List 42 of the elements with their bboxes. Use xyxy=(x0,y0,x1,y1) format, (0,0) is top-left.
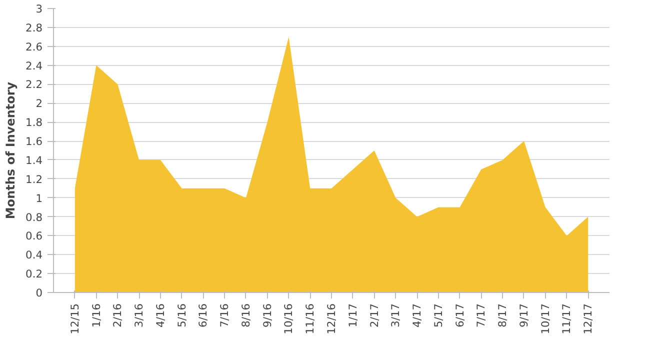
x-tick-label: 3/16 xyxy=(132,303,146,328)
x-tick-label: 8/16 xyxy=(239,303,252,328)
y-tick-label: 2.2 xyxy=(26,78,43,92)
x-tick-label: 7/16 xyxy=(218,303,232,328)
y-tick-label: 2 xyxy=(36,97,42,110)
x-tick-label: 4/17 xyxy=(410,303,424,328)
y-tick-label: 0.6 xyxy=(26,230,43,243)
x-tick-label: 12/17 xyxy=(582,303,595,334)
y-tick-label: 1.6 xyxy=(26,135,43,148)
y-tick-label: 1.4 xyxy=(26,154,43,167)
y-tick-label: 0.8 xyxy=(26,210,43,224)
x-tick-label: 1/16 xyxy=(90,303,103,328)
x-tick-label: 5/16 xyxy=(175,303,188,328)
x-tick-label: 3/17 xyxy=(389,303,402,328)
x-tick-label: 6/17 xyxy=(453,303,466,328)
y-tick-label: 2.8 xyxy=(26,21,43,34)
x-tick-label: 10/17 xyxy=(538,303,552,334)
x-tick-label: 1/17 xyxy=(346,303,360,328)
x-tick-label: 6/16 xyxy=(196,303,210,328)
x-tick-label: 12/16 xyxy=(325,303,338,334)
y-tick-label: 1.2 xyxy=(26,172,43,186)
x-tick-label: 9/16 xyxy=(260,303,274,328)
x-tick-label: 7/17 xyxy=(474,303,488,328)
y-tick-label: 2.4 xyxy=(26,59,43,72)
x-tick-label: 2/17 xyxy=(368,303,381,328)
x-tick-label: 4/16 xyxy=(154,303,167,328)
x-tick-label: 10/16 xyxy=(282,303,296,334)
y-tick-label: 1 xyxy=(36,192,42,205)
x-tick-label: 12/15 xyxy=(68,303,82,334)
x-tick-label: 11/16 xyxy=(304,303,317,334)
x-tick-label: 8/17 xyxy=(496,303,510,328)
y-tick-label: 1.8 xyxy=(26,116,43,130)
x-tick-label: 5/17 xyxy=(432,303,445,328)
y-axis-title: Months of Inventory xyxy=(4,82,18,220)
x-tick-label: 9/17 xyxy=(517,303,530,328)
y-tick-label: 0.2 xyxy=(26,268,43,281)
y-tick-label: 3 xyxy=(36,2,42,16)
y-tick-label: 2.6 xyxy=(26,40,43,54)
x-tick-label: 2/16 xyxy=(111,303,124,328)
y-tick-label: 0.4 xyxy=(26,248,43,262)
x-tick-label: 11/17 xyxy=(560,303,574,334)
y-tick-label: 0 xyxy=(36,286,43,300)
